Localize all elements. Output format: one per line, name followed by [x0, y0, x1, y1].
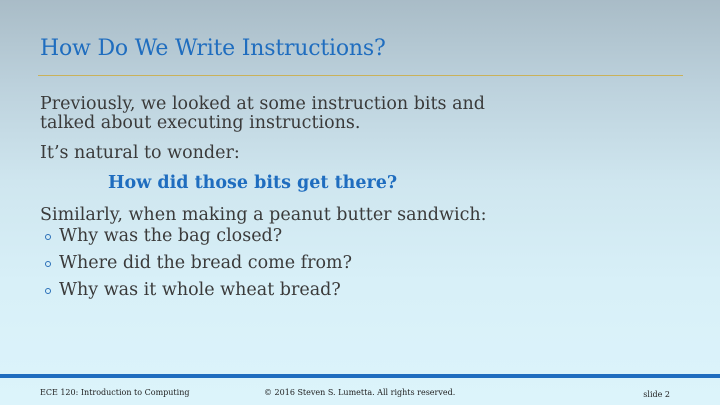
- hollow-circle-bullet-icon: [45, 288, 51, 294]
- bullet-text: Where did the bread come from?: [59, 253, 353, 273]
- bullet-text: Why was it whole wheat bread?: [59, 280, 341, 300]
- slide-footer: ECE 120: Introduction to Computing © 201…: [0, 378, 720, 405]
- hollow-circle-bullet-icon: [45, 261, 51, 267]
- hollow-circle-bullet-icon: [45, 234, 51, 240]
- footer-slide-number: slide 2: [643, 390, 670, 399]
- bullet-item: Why was it whole wheat bread?: [40, 281, 680, 300]
- footer-course-name: ECE 120: Introduction to Computing: [40, 388, 190, 397]
- bullet-text: Why was the bag closed?: [59, 226, 283, 246]
- footer-copyright: © 2016 Steven S. Lumetta. All rights res…: [264, 388, 456, 397]
- bullet-list: Why was the bag closed? Where did the br…: [40, 227, 680, 300]
- bullet-item: Where did the bread come from?: [40, 254, 680, 273]
- emphasized-question: How did those bits get there?: [108, 173, 398, 193]
- slide-body: Previously, we looked at some instructio…: [40, 95, 680, 308]
- slide-title: How Do We Write Instructions?: [40, 36, 386, 61]
- footer-divider-bar: [0, 374, 720, 378]
- body-paragraph: Similarly, when making a peanut butter s…: [40, 205, 487, 225]
- body-paragraph: Previously, we looked at some instructio…: [40, 94, 486, 133]
- bullet-item: Why was the bag closed?: [40, 227, 680, 246]
- title-underline: [38, 75, 683, 76]
- body-paragraph: It’s natural to wonder:: [40, 143, 240, 163]
